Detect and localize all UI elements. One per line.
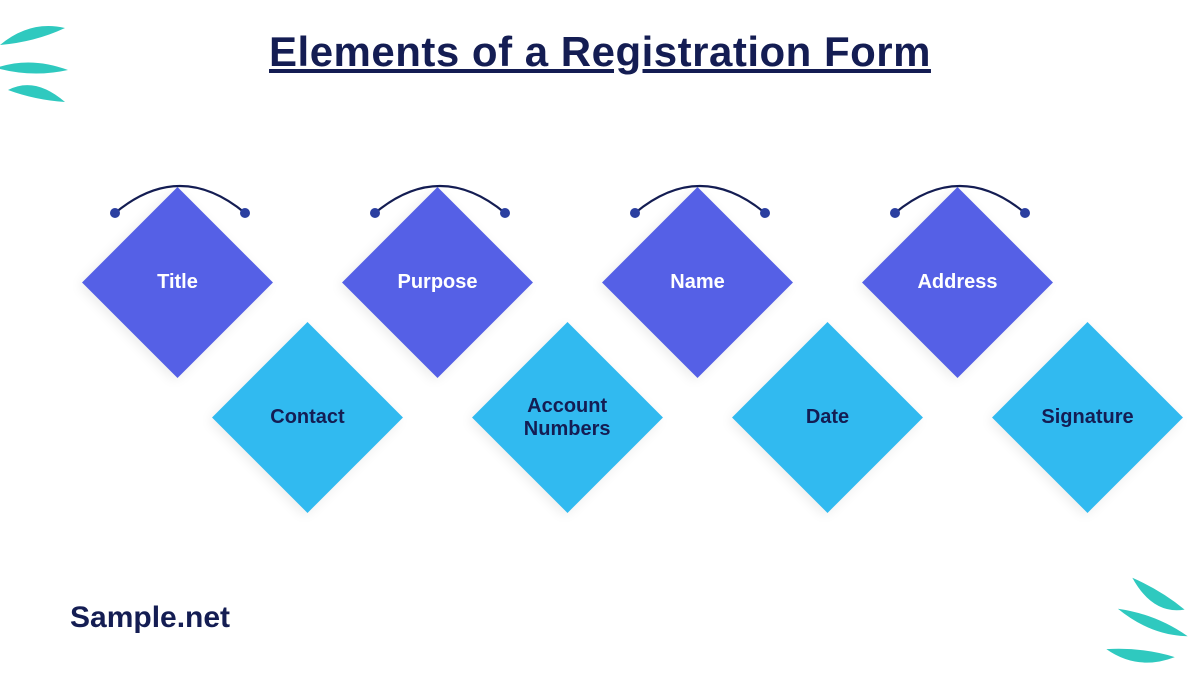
diamond-label: Date [760, 406, 895, 429]
diamond-label: Contact [240, 406, 375, 429]
leaf-decoration-top-left-icon [0, 10, 100, 120]
page-title: Elements of a Registration Form [0, 0, 1200, 76]
diamond-account-numbers: Account Numbers [472, 322, 663, 513]
diamond-contact: Contact [212, 322, 403, 513]
diamond-label: Address [890, 271, 1025, 294]
footer-brand: Sample.net [70, 601, 230, 635]
diamond-label: Account Numbers [500, 395, 635, 441]
diamond-label: Signature [1020, 406, 1155, 429]
diamond-signature: Signature [992, 322, 1183, 513]
diamond-label: Title [110, 271, 245, 294]
diagram-canvas: Title Purpose Name Address Contact Accou… [0, 155, 1200, 575]
diamond-label: Purpose [370, 271, 505, 294]
leaf-decoration-bottom-right-icon [1080, 561, 1200, 681]
diamond-date: Date [732, 322, 923, 513]
diamond-label: Name [630, 271, 765, 294]
